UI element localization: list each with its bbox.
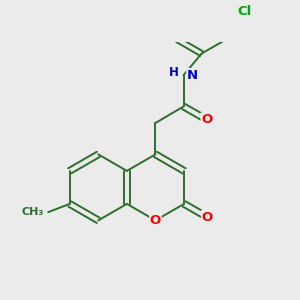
Text: N: N	[187, 69, 198, 82]
Text: H: H	[169, 66, 179, 79]
Text: Cl: Cl	[237, 5, 251, 18]
Text: CH₃: CH₃	[21, 207, 43, 217]
Text: O: O	[202, 211, 213, 224]
Text: O: O	[201, 113, 212, 126]
Text: O: O	[150, 214, 161, 227]
